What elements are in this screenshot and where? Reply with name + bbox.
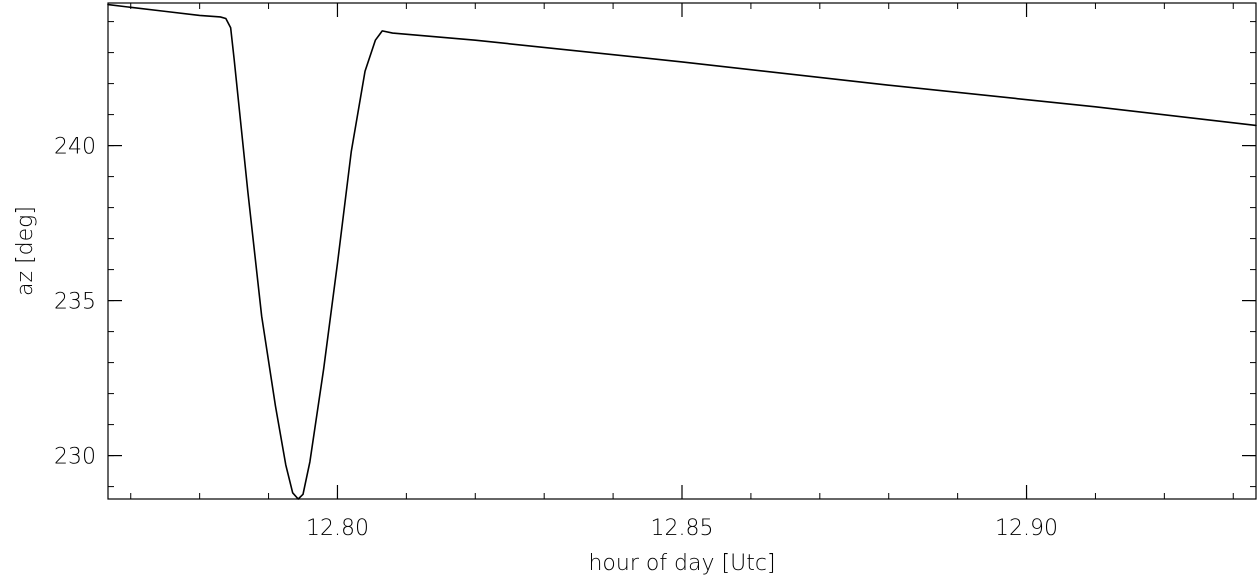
y-axis-label: az [deg] — [13, 206, 38, 296]
y-tick-label: 230 — [54, 445, 96, 470]
y-tick-label: 240 — [54, 135, 96, 160]
plot-frame — [107, 2, 1257, 500]
tick-labels: 12.80 12.85 12.90 230 235 240 — [54, 135, 1058, 541]
y-tick-label: 235 — [54, 290, 96, 315]
x-tick-label: 12.85 — [651, 516, 714, 541]
x-tick-label: 12.90 — [995, 516, 1058, 541]
series-layer — [107, 3, 1257, 500]
x-tick-label: 12.80 — [306, 516, 369, 541]
x-axis-label: hour of day [Utc] — [588, 551, 775, 576]
series-line-0 — [107, 3, 1257, 500]
major-ticks — [108, 3, 1256, 499]
minor-ticks — [108, 3, 1256, 499]
